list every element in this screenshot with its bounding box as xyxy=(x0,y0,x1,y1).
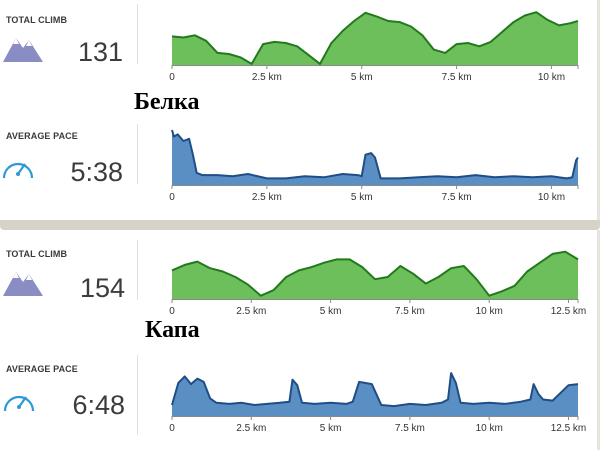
pace-chart[interactable]: 0 2.5 km 5 km 7.5 km 10 km xyxy=(155,124,590,206)
x-tick-label: 10 km xyxy=(476,306,503,317)
average-pace-value: 5:38 xyxy=(70,157,123,187)
x-tick-label: 0 xyxy=(169,72,175,83)
panel-edge xyxy=(597,0,600,220)
average-pace-label: AVERAGE PACE xyxy=(6,131,78,141)
total-climb-label: TOTAL CLIMB xyxy=(6,15,68,25)
mountain-icon xyxy=(3,32,43,67)
x-tick-label: 7.5 km xyxy=(395,306,425,317)
speedometer-icon xyxy=(2,385,36,418)
x-tick-label: 7.5 km xyxy=(442,72,472,83)
x-tick-label: 7.5 km xyxy=(442,192,472,203)
x-tick-label: 7.5 km xyxy=(395,423,425,434)
x-tick-label: 12.5 km xyxy=(551,306,587,317)
total-climb-value: 131 xyxy=(77,37,123,67)
elevation-panel: TOTAL CLIMB 154 0 2.5 km 5 km 7.5 km 10 km 12… xyxy=(0,236,600,317)
x-tick-label: 5 km xyxy=(351,192,373,203)
x-tick-label: 2.5 km xyxy=(236,306,266,317)
pace-panel: AVERAGE PACE 6:48 0 2.5 km 5 km 7.5 km 10 km… xyxy=(0,355,600,450)
total-climb-label: TOTAL CLIMB xyxy=(6,249,68,259)
pace-chart[interactable]: 0 2.5 km 5 km 7.5 km 10 km 12.5 km xyxy=(155,355,590,437)
total-climb-value: 154 xyxy=(79,273,125,303)
athlete-name: Белка xyxy=(134,89,200,115)
x-tick-label: 10 km xyxy=(476,423,503,434)
x-tick-label: 2.5 km xyxy=(236,423,266,434)
x-tick-label: 10 km xyxy=(538,192,565,203)
series-line xyxy=(171,11,579,65)
series-area xyxy=(172,12,578,65)
elevation-chart[interactable]: 0 2.5 km 5 km 7.5 km 10 km xyxy=(155,4,590,86)
pace-panel: AVERAGE PACE 5:38 0 2.5 km 5 km 7.5 km 10 km xyxy=(0,120,600,215)
x-tick-label: 2.5 km xyxy=(252,72,282,83)
speedometer-icon xyxy=(1,152,35,185)
x-tick-label: 12.5 km xyxy=(551,423,587,434)
series-line xyxy=(171,250,579,297)
athlete-separator xyxy=(0,220,600,230)
x-tick-label: 5 km xyxy=(351,72,373,83)
x-tick-label: 0 xyxy=(169,192,175,203)
elevation-panel: TOTAL CLIMB 131 0 2.5 km 5 km 7.5 km 10 km xyxy=(0,0,600,92)
x-tick-label: 2.5 km xyxy=(252,192,282,203)
panel-edge xyxy=(597,230,600,450)
average-pace-label: AVERAGE PACE xyxy=(6,364,78,374)
series-line xyxy=(171,372,579,408)
series-area xyxy=(172,373,578,416)
x-tick-label: 0 xyxy=(169,306,175,317)
x-tick-label: 5 km xyxy=(320,423,342,434)
series-area xyxy=(172,251,578,299)
x-tick-label: 0 xyxy=(169,423,175,434)
elevation-chart[interactable]: 0 2.5 km 5 km 7.5 km 10 km 12.5 km xyxy=(155,238,590,320)
average-pace-value: 6:48 xyxy=(72,390,125,420)
series-line xyxy=(171,129,579,180)
x-tick-label: 5 km xyxy=(320,306,342,317)
x-tick-label: 10 km xyxy=(538,72,565,83)
athlete-name: Капа xyxy=(145,317,200,343)
mountain-icon xyxy=(3,266,43,301)
